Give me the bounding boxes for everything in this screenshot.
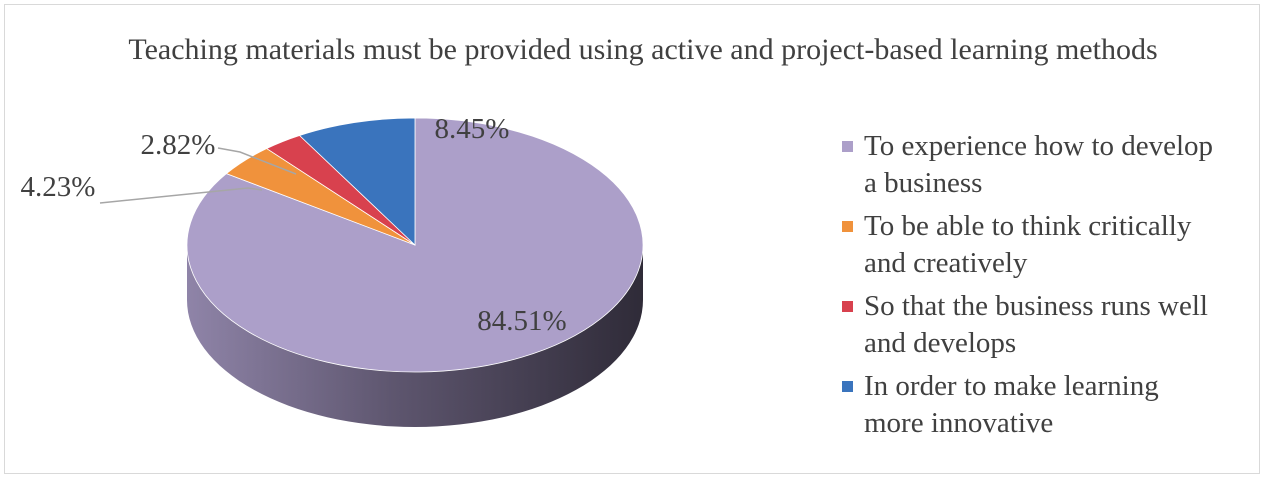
leader-line-to-be-able-to-think-critically-and-creatively xyxy=(99,187,263,204)
data-label-so-that-the-business-runs-well-and-develops: 2.82% xyxy=(141,129,216,161)
legend: To experience how to develop a business T… xyxy=(840,128,1218,448)
data-label-to-experience-how-to-develop-a-business: 84.51% xyxy=(477,305,566,337)
legend-swatch xyxy=(842,301,853,312)
legend-item-to-experience-how-to-develop-a-business: To experience how to develop a business xyxy=(840,128,1218,202)
pie-slice-to-experience-how-to-develop-a-business xyxy=(186,117,644,373)
legend-swatch xyxy=(842,141,853,152)
legend-swatch xyxy=(842,381,853,392)
legend-label: To experience how to develop a business xyxy=(864,130,1214,199)
chart-title: Teaching materials must be provided usin… xyxy=(128,33,1158,66)
data-label-to-be-able-to-think-critically-and-creatively: 4.23% xyxy=(21,171,96,203)
pie-slice-in-order-to-make-learning-more-innovative xyxy=(298,117,416,246)
legend-label: So that the business runs well and devel… xyxy=(864,290,1208,359)
legend-swatch xyxy=(842,221,853,232)
leader-line-so-that-the-business-runs-well-and-develops xyxy=(217,147,297,175)
legend-item-to-be-able-to-think-critically-and-creatively: To be able to think critically and creat… xyxy=(840,208,1218,282)
legend-item-so-that-the-business-runs-well-and-develops: So that the business runs well and devel… xyxy=(840,288,1218,362)
data-label-in-order-to-make-learning-more-innovative: 8.45% xyxy=(435,113,510,145)
legend-item-in-order-to-make-learning-more-innovative: In order to make learning more innovativ… xyxy=(840,368,1218,442)
legend-label: In order to make learning more innovativ… xyxy=(864,370,1159,439)
pie-side-wall xyxy=(187,245,643,427)
legend-label: To be able to think critically and creat… xyxy=(864,210,1192,279)
